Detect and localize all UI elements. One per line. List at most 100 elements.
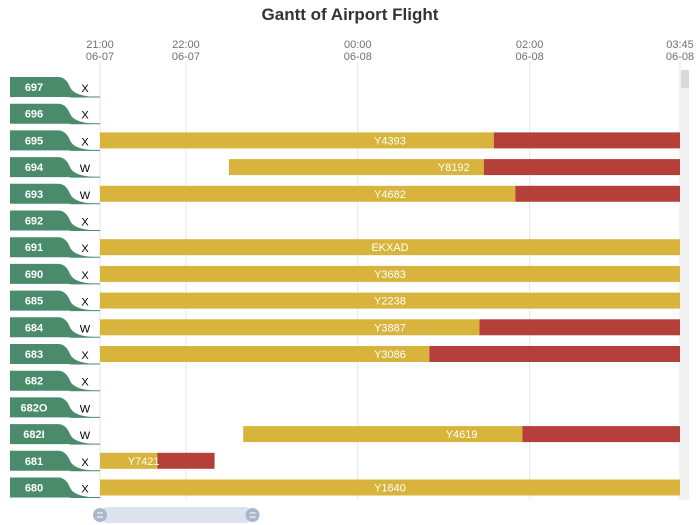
scrollbar-thumb[interactable] [681,70,689,88]
row-label-tab [10,290,100,311]
row-label-tab [10,77,100,97]
flight-bar-secondary[interactable] [429,346,680,362]
row-id-label: 697 [25,82,43,94]
flight-bar-secondary[interactable] [515,185,680,202]
gantt-row: 684 W [10,317,100,338]
vertical-scrollbar[interactable] [681,70,689,500]
flight-bar[interactable]: Y4682 [100,185,680,202]
time-tick-label: 06-07 [86,51,114,63]
flight-bar-label: Y8192 [438,162,470,174]
flight-bar-label: Y3086 [374,349,406,361]
gantt-row: 682I W [10,424,100,445]
row-label-tab [10,183,100,204]
flight-bar-primary[interactable] [100,319,480,336]
row-id-label: 690 [25,269,43,281]
row-type-label: W [80,430,91,442]
flight-bar-primary[interactable] [100,452,158,469]
flight-bar[interactable]: EKXAD [100,239,680,256]
row-label-tab [10,397,100,418]
flight-bar-primary[interactable] [100,239,680,256]
row-type-label: X [81,110,89,122]
flight-bar-secondary[interactable] [493,132,680,149]
scrollbar-track[interactable] [681,70,689,500]
row-id-label: 692 [25,216,43,228]
chart-title: Gantt of Airport Flight [262,5,439,24]
zoom-handle-left[interactable] [93,508,107,522]
flight-bar[interactable]: Y4393 [100,132,680,149]
time-tick-label: 06-08 [516,51,544,63]
flight-bar-label: Y3887 [374,322,406,334]
flight-bar-secondary[interactable] [483,159,680,176]
row-label-tab [10,130,100,151]
flight-bar-secondary[interactable] [157,452,215,469]
row-label-tab [10,317,100,338]
gantt-row: 694 W [10,157,100,178]
flight-bar-primary[interactable] [243,426,523,443]
row-label-tab [10,237,100,258]
row-type-label: W [80,163,91,175]
flight-bar[interactable]: Y3683 [100,265,680,282]
flight-bar[interactable]: Y1640 [100,479,680,496]
gantt-row: 696 X [10,103,100,125]
flight-bar-label: Y4393 [374,135,406,147]
flight-bar[interactable]: Y3086 [100,346,680,362]
row-type-label: X [81,457,89,469]
datazoom-slider[interactable] [93,507,260,523]
gantt-row: 682O W [10,397,100,418]
row-id-label: 691 [25,242,43,254]
row-type-label: X [81,297,89,309]
flight-bar-primary[interactable] [100,479,680,496]
flight-bar-primary[interactable] [100,292,680,309]
gantt-row: 690 X [10,263,100,285]
row-type-label: W [80,190,91,202]
flight-bar-secondary[interactable] [479,319,680,336]
flight-bar-primary[interactable] [228,159,484,176]
time-tick-label: 02:00 [516,39,544,51]
row-id-label: 694 [25,162,44,174]
flight-bar-label: Y2238 [374,296,406,308]
time-tick-label: 03:45 [666,39,694,51]
zoom-window[interactable] [100,507,253,523]
flight-bar-primary[interactable] [100,132,494,149]
gantt-row: 680 X [10,477,100,498]
flight-bar[interactable]: Y4619 [243,426,680,443]
flight-bar-secondary[interactable] [522,426,680,443]
flight-bar-primary[interactable] [100,346,430,362]
time-tick-label: 06-07 [172,51,200,63]
row-id-label: 693 [25,189,43,201]
row-id-label: 682 [25,376,43,388]
time-tick-label: 21:00 [86,39,114,51]
row-type-label: X [81,243,89,255]
gantt-row: 691 X [10,237,100,258]
row-type-label: W [80,323,91,335]
gantt-row: 682 X [10,370,100,392]
row-id-label: 684 [25,322,44,334]
flight-bar-label: Y3683 [374,269,406,281]
row-id-label: 696 [25,109,43,121]
flight-bar-primary[interactable] [100,265,680,282]
row-type-label: X [81,350,89,362]
flight-bar[interactable]: Y3887 [100,319,680,336]
row-label-tab [10,450,100,471]
row-type-label: X [81,377,89,389]
gantt-rows: 697 X 696 X 695 X 694 W 693 W 692 X 691 X 690 X 685 X 684 W… [10,77,100,498]
row-id-label: 683 [25,349,43,361]
row-id-label: 682I [23,429,44,441]
row-label-tab [10,210,100,231]
row-id-label: 685 [25,296,43,308]
row-label-tab [10,477,100,498]
flight-bar[interactable]: Y2238 [100,292,680,309]
flight-bar-label: EKXAD [371,242,408,254]
gantt-row: 685 X [10,290,100,312]
flight-bar-label: Y1640 [374,483,406,495]
gantt-row: 697 X [10,77,100,98]
flight-bar-label: Y4619 [446,429,478,441]
zoom-handle-right[interactable] [245,508,260,522]
flight-bar-primary[interactable] [100,185,516,202]
row-id-label: 681 [25,456,43,468]
row-id-label: 680 [25,483,43,495]
flight-bar[interactable]: Y8192 [228,159,680,176]
flight-bar[interactable]: Y7421 [100,452,215,469]
time-tick-label: 06-08 [666,51,694,63]
